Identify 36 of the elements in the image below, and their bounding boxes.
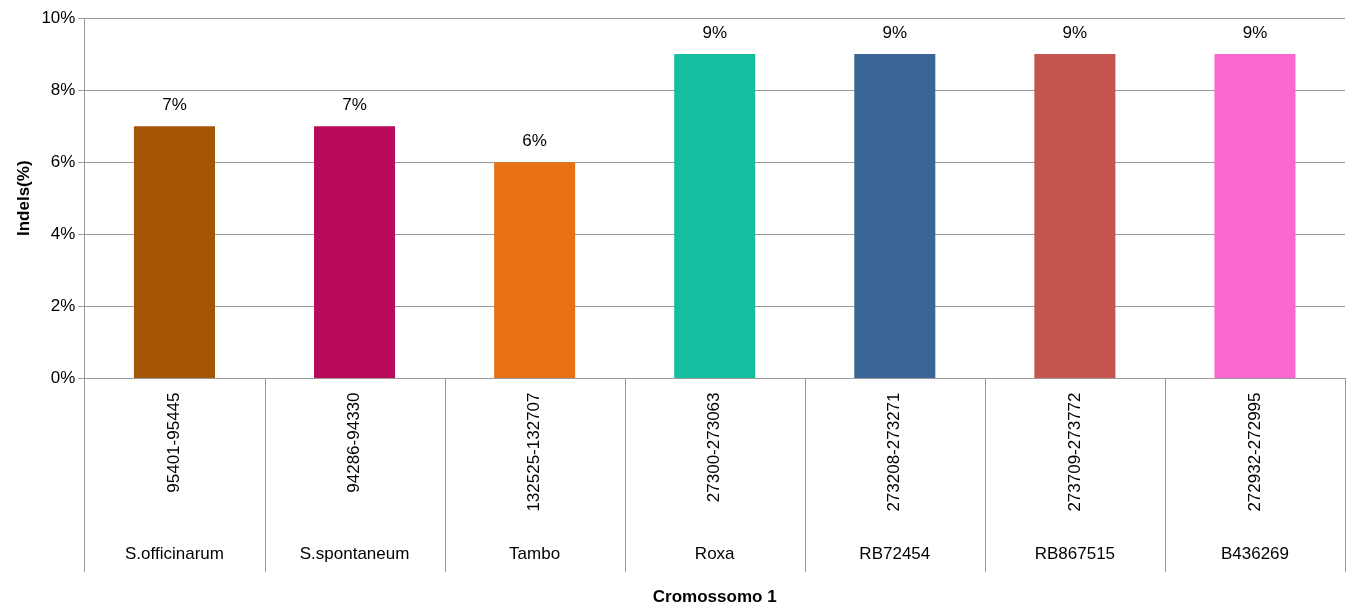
y-tick-label: 0% [50,368,76,388]
x-tick-label: 95401-95445 [164,392,184,493]
bar [1034,54,1116,378]
y-tick-label: 10% [41,7,76,27]
text: RB867515 [1034,543,1116,563]
x-tick-label: 94286-94330 [344,392,364,493]
bar [1214,54,1296,378]
bar [314,126,396,378]
y-tick-label: 2% [50,296,76,316]
y-axis-title: Indels(%) [13,160,33,237]
data-label: 9% [702,23,727,43]
data-label: 7% [342,95,367,115]
text: S.spontaneum [299,543,410,563]
bar [854,54,936,378]
bar [674,54,756,378]
y-tick-label: 4% [50,223,76,243]
data-label: 9% [882,23,908,43]
y-tick-label: 8% [50,79,76,99]
x-tick-label: 273208-273271 [884,392,904,512]
bar [133,126,215,378]
y-tick-label: 6% [50,151,76,171]
x-tick-label: 273709-273772 [1064,392,1084,512]
data-label: 7% [162,95,187,115]
data-label: 9% [1242,23,1268,43]
text: B436269 [1220,543,1289,563]
x-tick-label: 272932-272995 [1244,392,1264,512]
bar [494,162,576,378]
x-tick-label: 132525-132707 [524,392,544,512]
text: Roxa [694,543,736,563]
x-axis-title: Cromossomo 1 [652,587,777,607]
data-label: 9% [1062,23,1088,43]
text: Tambo [509,543,561,563]
text: S.officinarum [125,543,224,563]
data-label: 6% [522,131,547,151]
text: RB72454 [859,543,931,563]
x-tick-label: 27300-273063 [704,392,724,503]
